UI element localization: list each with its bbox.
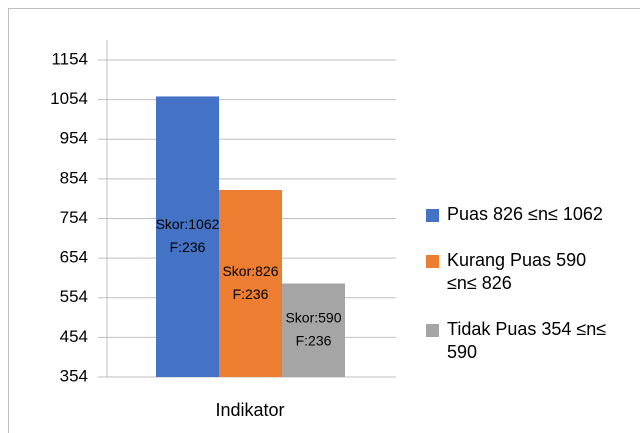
y-tick-label: 1154 [51, 49, 88, 68]
legend: Puas 826 ≤n≤ 1062 Kurang Puas 590 ≤n≤ 826… [426, 203, 616, 387]
legend-label: Tidak Puas 354 ≤n≤ 590 [447, 319, 607, 362]
y-tick-label: 554 [60, 287, 88, 306]
data-label: Skor:590 F:236 [285, 309, 341, 348]
legend-item: Tidak Puas 354 ≤n≤ 590 [426, 318, 616, 364]
legend-item: Kurang Puas 590 ≤n≤ 826 [426, 249, 616, 295]
bar [282, 283, 345, 377]
legend-label: Kurang Puas 590 ≤n≤ 826 [447, 250, 587, 293]
legend-item: Puas 826 ≤n≤ 1062 [426, 203, 616, 226]
legend-swatch [426, 255, 439, 268]
legend-swatch [426, 324, 439, 337]
y-tick-label: 754 [60, 208, 88, 227]
legend-label: Puas 826 ≤n≤ 1062 [447, 204, 603, 224]
legend-swatch [426, 209, 439, 222]
chart-border [8, 8, 640, 433]
y-tick-label: 1054 [50, 89, 88, 108]
bar [156, 96, 219, 377]
data-label: Skor:1062 F:236 [156, 216, 220, 255]
y-tick-label: 454 [60, 327, 88, 346]
y-tick-label: 954 [60, 129, 88, 148]
y-tick-label: 354 [60, 366, 88, 385]
x-tick-label: Indikator [215, 400, 284, 420]
y-tick-label: 854 [60, 168, 88, 187]
data-label: Skor:826 F:236 [222, 263, 278, 302]
y-tick-label: 654 [60, 248, 88, 267]
bar [219, 189, 282, 377]
